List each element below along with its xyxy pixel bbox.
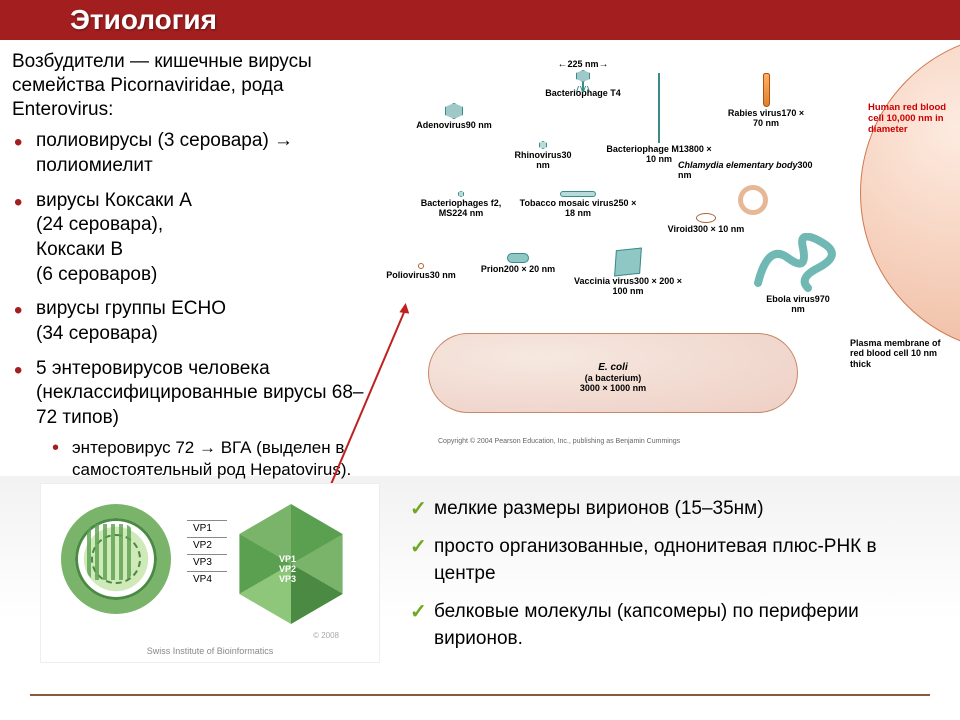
size-comparison-diagram: Human red blood cell 10,000 nm in diamet… xyxy=(378,53,960,448)
ecoli-bacterium: E. coli (a bacterium) 3000 × 1000 nm xyxy=(428,333,798,413)
etiology-list: полиовирусы (3 серовара) → полиомиелит в… xyxy=(30,129,380,481)
check-item: просто организованные, однонитевая плюс-… xyxy=(410,533,930,588)
rna-coil xyxy=(87,524,133,580)
virion-copyright: © 2008 xyxy=(313,631,339,640)
viroid: Viroid300 × 10 nm xyxy=(666,213,746,235)
slide-title: Этиология xyxy=(0,0,960,40)
check-item: белковые молекулы (капсомеры) по перифер… xyxy=(410,598,930,653)
tobacco-mosaic-virus: Tobacco mosaic virus250 × 18 nm xyxy=(518,191,638,219)
rabies-virus: Rabies virus170 × 70 nm xyxy=(726,73,806,129)
red-blood-cell-shape xyxy=(860,33,960,353)
bacteriophages-f2-ms2: Bacteriophages f2, MS224 nm xyxy=(416,191,506,219)
chlamydia: Chlamydia elementary body300 nm xyxy=(678,161,828,217)
diagram-copyright: Copyright © 2004 Pearson Education, Inc.… xyxy=(438,438,680,445)
poliovirus: Poliovirus30 nm xyxy=(386,263,456,281)
list-item: полиовирусы (3 серовара) → полиомиелит xyxy=(30,129,380,178)
list-item: 5 энтеровирусов человека (неклассифициро… xyxy=(30,357,380,481)
prion: Prion200 × 20 nm xyxy=(478,253,558,275)
intro-text: Возбудители — кишечные вирусы семейства … xyxy=(12,50,372,121)
pointer-arrow-head xyxy=(399,302,410,313)
adenovirus: Adenovirus90 nm xyxy=(414,103,494,131)
ebola-virus xyxy=(748,233,838,293)
virion-structure-figure: VP1 VP2 VP3 VP4 VP1VP2VP3 © 2008 Swiss I… xyxy=(40,483,380,663)
bottom-rule xyxy=(30,694,930,696)
plasma-membrane-label: Plasma membrane of red blood cell 10 nm … xyxy=(850,338,954,369)
vp-inner-labels: VP1VP2VP3 xyxy=(279,554,296,584)
bacteriophage-m13: Bacteriophage M13800 × 10 nm xyxy=(604,73,714,165)
check-item: мелкие размеры вирионов (15–35нм) xyxy=(410,495,930,523)
characteristics-list: мелкие размеры вирионов (15–35нм) просто… xyxy=(410,495,930,663)
vaccinia-virus: Vaccinia virus300 × 200 × 100 nm xyxy=(568,249,688,297)
ebola-label: Ebola virus970 nm xyxy=(763,295,833,315)
list-item: вирусы Коксаки А (24 серовара), Коксаки … xyxy=(30,189,380,288)
rbc-label: Human red blood cell 10,000 nm in diamet… xyxy=(868,103,954,136)
rhinovirus: Rhinovirus30 nm xyxy=(508,141,578,171)
list-item: вирусы группы ЕСНО (34 серовара) xyxy=(30,297,380,346)
vp-labels: VP1 VP2 VP3 VP4 xyxy=(187,520,227,588)
virion-caption: Swiss Institute of Bioinformatics xyxy=(41,646,379,656)
list-text: 5 энтеровирусов человека (неклассифициро… xyxy=(36,358,363,428)
